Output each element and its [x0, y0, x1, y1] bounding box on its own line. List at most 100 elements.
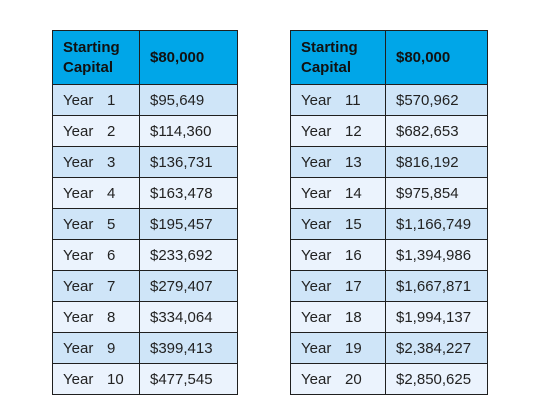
year-cell: Year 13	[290, 146, 386, 178]
year-cell: Year 20	[290, 363, 386, 395]
table-row: Year 11 $570,962	[290, 84, 488, 116]
year-label: Year	[301, 153, 332, 171]
capital-value-cell: $1,166,749	[385, 208, 488, 240]
year-cell: Year 18	[290, 301, 386, 333]
capital-value-cell: $570,962	[385, 84, 488, 116]
year-number: 7	[107, 277, 116, 295]
capital-value-cell: $477,545	[139, 363, 238, 395]
year-number: 20	[345, 370, 362, 388]
year-number: 4	[107, 184, 116, 202]
header-label-starting-capital: Starting Capital	[52, 30, 140, 85]
capital-value-cell: $975,854	[385, 177, 488, 209]
year-number: 2	[107, 122, 116, 140]
capital-value-cell: $95,649	[139, 84, 238, 116]
year-number: 16	[345, 246, 362, 264]
header-value-starting-capital: $80,000	[139, 30, 238, 85]
table-row: Year 17 $1,667,871	[290, 270, 488, 302]
year-label: Year	[301, 184, 332, 202]
year-cell: Year 10	[52, 363, 140, 395]
capital-growth-table-years-11-20: Starting Capital $80,000 Year 11 $570,962 Y…	[290, 30, 488, 395]
table-row: Year 8 $334,064	[52, 301, 238, 333]
year-label: Year	[63, 215, 94, 233]
table-row: Year 14 $975,854	[290, 177, 488, 209]
year-number: 13	[345, 153, 362, 171]
capital-value-cell: $136,731	[139, 146, 238, 178]
year-number: 14	[345, 184, 362, 202]
year-label: Year	[301, 277, 332, 295]
year-number: 3	[107, 153, 116, 171]
capital-value-cell: $682,653	[385, 115, 488, 147]
table-row: Year 18 $1,994,137	[290, 301, 488, 333]
year-label: Year	[301, 215, 332, 233]
year-cell: Year 16	[290, 239, 386, 271]
year-cell: Year 4	[52, 177, 140, 209]
year-label: Year	[301, 308, 332, 326]
capital-value-cell: $2,384,227	[385, 332, 488, 364]
year-number: 10	[107, 370, 124, 388]
capital-value-cell: $1,994,137	[385, 301, 488, 333]
capital-value-cell: $2,850,625	[385, 363, 488, 395]
capital-value-cell: $163,478	[139, 177, 238, 209]
year-label: Year	[301, 246, 332, 264]
year-cell: Year 5	[52, 208, 140, 240]
capital-value-cell: $195,457	[139, 208, 238, 240]
year-label: Year	[63, 308, 94, 326]
table-row: Year 1 $95,649	[52, 84, 238, 116]
header-value-starting-capital: $80,000	[385, 30, 488, 85]
year-number: 19	[345, 339, 362, 357]
table-row: Year 13 $816,192	[290, 146, 488, 178]
capital-value-cell: $1,394,986	[385, 239, 488, 271]
year-label: Year	[63, 339, 94, 357]
table-row: Year 19 $2,384,227	[290, 332, 488, 364]
year-label: Year	[301, 370, 332, 388]
year-cell: Year 19	[290, 332, 386, 364]
year-number: 1	[107, 91, 116, 109]
year-cell: Year 17	[290, 270, 386, 302]
year-cell: Year 6	[52, 239, 140, 271]
year-label: Year	[63, 277, 94, 295]
table-row: Year 15 $1,166,749	[290, 208, 488, 240]
year-number: 17	[345, 277, 362, 295]
year-label: Year	[63, 370, 94, 388]
capital-value-cell: $1,667,871	[385, 270, 488, 302]
table-row: Year 16 $1,394,986	[290, 239, 488, 271]
year-cell: Year 3	[52, 146, 140, 178]
year-number: 5	[107, 215, 116, 233]
year-cell: Year 12	[290, 115, 386, 147]
capital-value-cell: $114,360	[139, 115, 238, 147]
capital-value-cell: $399,413	[139, 332, 238, 364]
year-cell: Year 9	[52, 332, 140, 364]
year-cell: Year 14	[290, 177, 386, 209]
table-row: Year 4 $163,478	[52, 177, 238, 209]
year-cell: Year 2	[52, 115, 140, 147]
table-row: Year 20 $2,850,625	[290, 363, 488, 395]
table-row: Year 3 $136,731	[52, 146, 238, 178]
year-label: Year	[301, 339, 332, 357]
header-label-starting-capital: Starting Capital	[290, 30, 386, 85]
year-cell: Year 11	[290, 84, 386, 116]
year-number: 9	[107, 339, 116, 357]
table-row: Year 5 $195,457	[52, 208, 238, 240]
capital-value-cell: $816,192	[385, 146, 488, 178]
table-row: Year 6 $233,692	[52, 239, 238, 271]
year-number: 12	[345, 122, 362, 140]
year-cell: Year 7	[52, 270, 140, 302]
year-label: Year	[63, 153, 94, 171]
capital-growth-table-years-1-10: Starting Capital $80,000 Year 1 $95,649 Yea…	[52, 30, 238, 395]
table-row: Year 9 $399,413	[52, 332, 238, 364]
table-header-row: Starting Capital $80,000	[52, 30, 238, 85]
year-label: Year	[63, 246, 94, 264]
year-number: 11	[345, 91, 361, 109]
year-label: Year	[63, 184, 94, 202]
year-number: 8	[107, 308, 116, 326]
table-row: Year 2 $114,360	[52, 115, 238, 147]
year-label: Year	[301, 122, 332, 140]
year-label: Year	[301, 91, 332, 109]
year-label: Year	[63, 91, 94, 109]
capital-value-cell: $279,407	[139, 270, 238, 302]
capital-value-cell: $334,064	[139, 301, 238, 333]
capital-value-cell: $233,692	[139, 239, 238, 271]
year-cell: Year 1	[52, 84, 140, 116]
year-number: 15	[345, 215, 362, 233]
year-cell: Year 15	[290, 208, 386, 240]
